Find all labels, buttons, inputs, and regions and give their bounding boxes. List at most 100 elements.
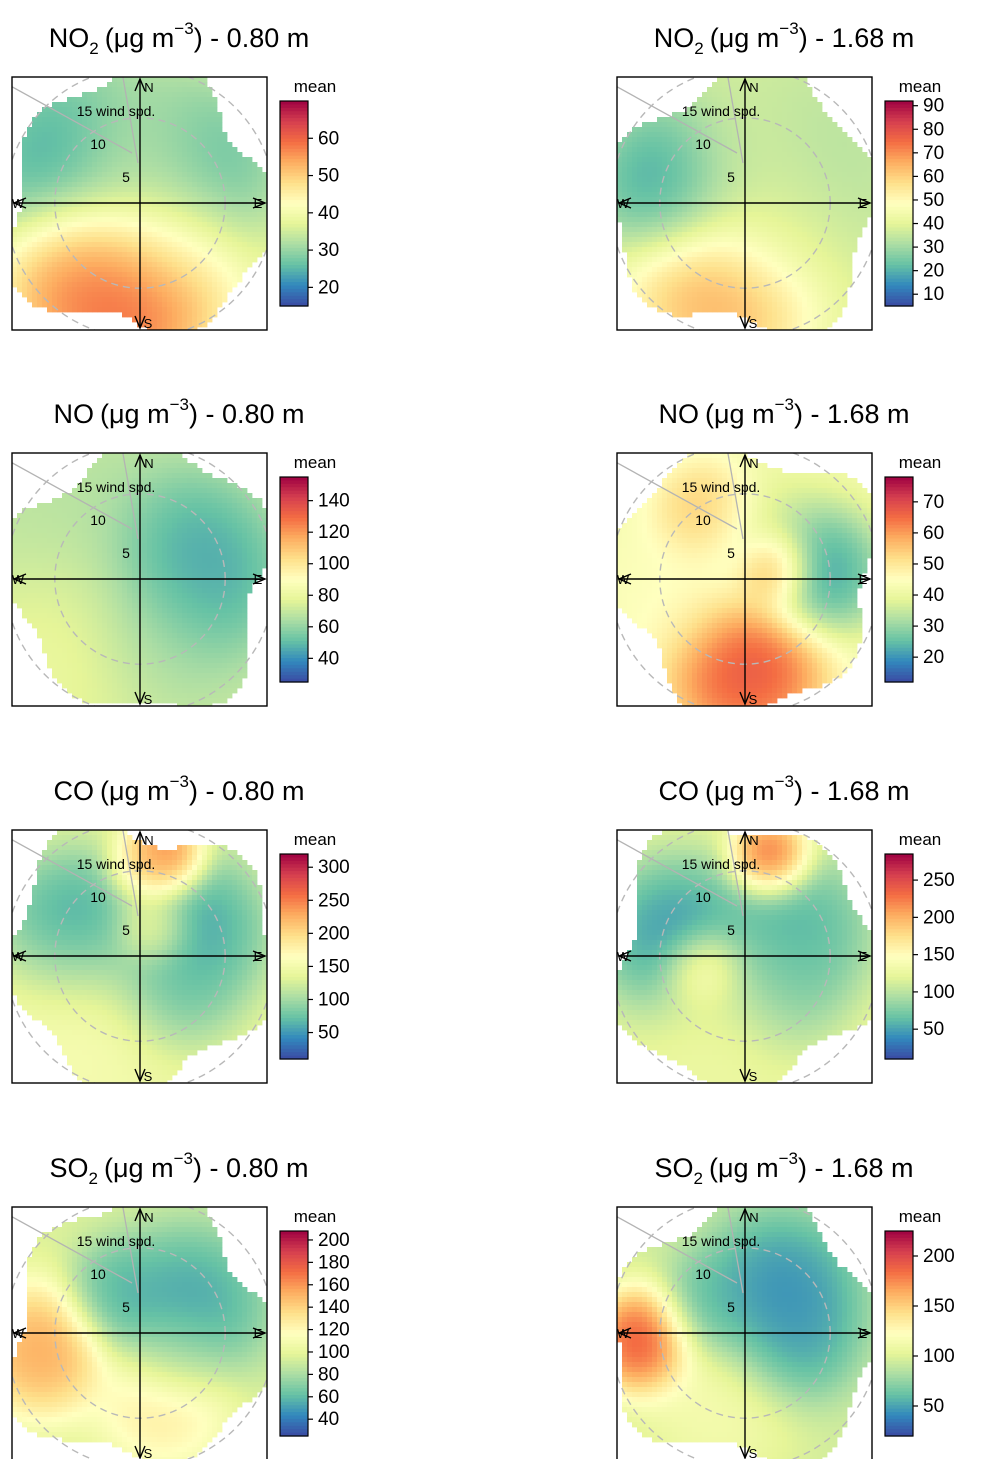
heatmap-cell <box>727 247 733 253</box>
heatmap-cell <box>222 272 228 278</box>
heatmap-cell <box>122 182 128 188</box>
heatmap-cell <box>147 518 153 524</box>
heatmap-cell <box>97 87 103 93</box>
heatmap-cell <box>832 202 838 208</box>
heatmap-cell <box>107 237 113 243</box>
heatmap-cell <box>92 197 98 203</box>
heatmap-cell <box>117 302 123 308</box>
heatmap-cell <box>202 488 208 494</box>
heatmap-cell <box>82 102 88 108</box>
heatmap-cell <box>42 192 48 198</box>
heatmap-cell <box>147 282 153 288</box>
heatmap-cell <box>187 117 193 123</box>
heatmap-cell <box>757 192 763 198</box>
heatmap-cell <box>147 112 153 118</box>
heatmap-cell <box>227 247 233 253</box>
heatmap-cell <box>62 498 68 504</box>
heatmap-cell <box>652 157 658 163</box>
heatmap-cell <box>152 312 158 318</box>
heatmap-cell <box>192 498 198 504</box>
heatmap-cell <box>662 197 668 203</box>
heatmap-cell <box>32 533 38 539</box>
heatmap-cell <box>57 277 63 283</box>
heatmap-cell <box>92 207 98 213</box>
heatmap-cell <box>697 197 703 203</box>
heatmap-cell <box>752 212 758 218</box>
heatmap-cell <box>182 182 188 188</box>
heatmap-cell <box>717 107 723 113</box>
heatmap-cell <box>217 182 223 188</box>
heatmap-cell <box>647 292 653 298</box>
compass-axes <box>12 77 267 330</box>
heatmap-cell <box>67 292 73 298</box>
heatmap-cell <box>802 172 808 178</box>
heatmap-cell <box>632 202 638 208</box>
heatmap-cell <box>707 87 713 93</box>
heatmap-cell <box>777 152 783 158</box>
heatmap-cell <box>167 232 173 238</box>
heatmap-cell <box>782 152 788 158</box>
heatmap-cell <box>702 122 708 128</box>
heatmap-cell <box>107 152 113 158</box>
heatmap-cell <box>122 473 128 479</box>
heatmap-cell <box>142 77 148 83</box>
heatmap-cell <box>712 287 718 293</box>
heatmap-cell <box>142 187 148 193</box>
heatmap-cell <box>837 197 843 203</box>
heatmap-cell <box>817 302 823 308</box>
heatmap-cell <box>32 182 38 188</box>
heatmap-cell <box>677 192 683 198</box>
heatmap-cell <box>77 503 83 509</box>
heatmap-cell <box>167 82 173 88</box>
heatmap-cell <box>172 167 178 173</box>
heatmap-cell <box>772 112 778 118</box>
heatmap-cell <box>812 237 818 243</box>
heatmap-cell <box>152 97 158 103</box>
heatmap-cell <box>167 478 173 484</box>
heatmap-cell <box>232 192 238 198</box>
heatmap-cell <box>822 287 828 293</box>
heatmap-cell <box>42 112 48 118</box>
heatmap-cell <box>117 182 123 188</box>
heatmap-cell <box>127 77 133 83</box>
heatmap-cell <box>617 162 623 168</box>
heatmap-cell <box>82 247 88 253</box>
trajectory-line <box>12 86 133 154</box>
heatmap-cell <box>237 493 243 499</box>
heatmap-cell <box>192 217 198 223</box>
legend-tick-label: 20 <box>318 277 339 298</box>
heatmap-cell <box>222 157 228 163</box>
heatmap-cell <box>247 498 253 504</box>
heatmap-cell <box>657 242 663 248</box>
heatmap-cell <box>202 473 208 479</box>
heatmap-cell <box>167 252 173 258</box>
heatmap-cell <box>167 102 173 108</box>
heatmap-cell <box>852 212 858 218</box>
heatmap-cell <box>142 252 148 258</box>
heatmap-cell <box>187 252 193 258</box>
heatmap-cell <box>67 523 73 529</box>
heatmap-cell <box>732 77 738 83</box>
heatmap-cell <box>12 257 18 263</box>
heatmap-cell <box>707 107 713 113</box>
heatmap-cell <box>12 282 18 288</box>
heatmap-cell <box>217 272 223 278</box>
heatmap-cell <box>232 162 238 168</box>
heatmap-cell <box>97 297 103 303</box>
heatmap-cell <box>32 187 38 193</box>
heatmap-cell <box>57 202 63 208</box>
heatmap-cell <box>182 212 188 218</box>
heatmap-cell <box>167 523 173 529</box>
heatmap-cell <box>197 177 203 183</box>
heatmap-cell <box>817 247 823 253</box>
heatmap-cell <box>817 127 823 133</box>
heatmap-cell <box>157 262 163 268</box>
heatmap-cell <box>832 177 838 183</box>
heatmap-cell <box>732 137 738 143</box>
heatmap-cell <box>617 177 623 183</box>
heatmap-cell <box>87 182 93 188</box>
heatmap-cell <box>712 192 718 198</box>
heatmap-cell <box>762 82 768 88</box>
heatmap-cell <box>142 237 148 243</box>
heatmap-cell <box>162 533 168 539</box>
